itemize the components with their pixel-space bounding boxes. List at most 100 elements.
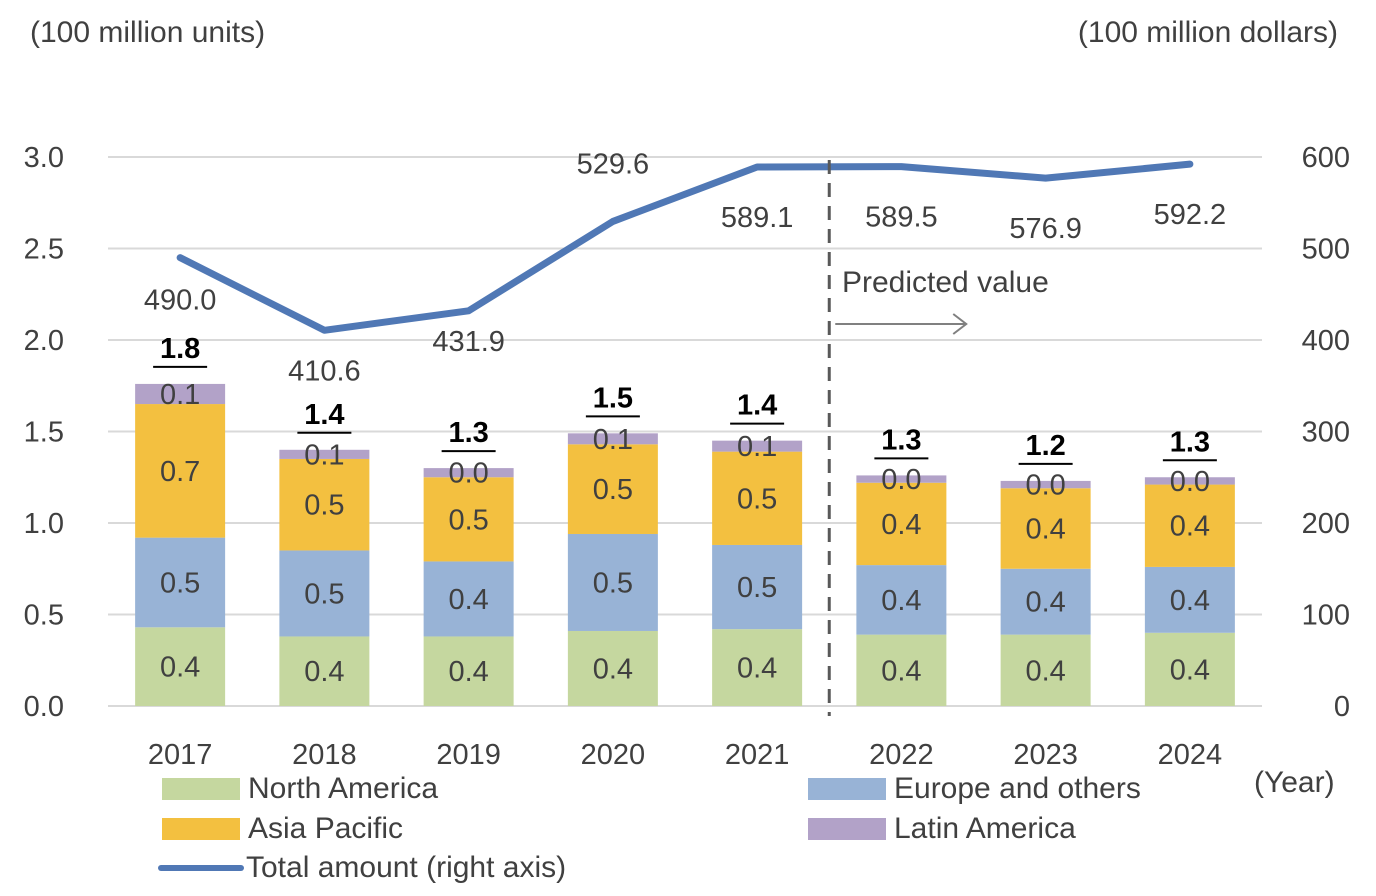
- bar-value-label: 0.0: [881, 464, 921, 496]
- bar-value-label: 0.5: [737, 572, 777, 604]
- bar-segment-latin-america: [856, 475, 947, 483]
- legend-label-north-america: North America: [248, 772, 439, 805]
- bar-value-label: 0.5: [160, 567, 200, 599]
- bar-value-label: 0.4: [881, 655, 921, 687]
- bar-segment-asia-pacific: [712, 451, 803, 545]
- bar-segment-north-america: [279, 636, 370, 706]
- bar-total-label: 1.5: [593, 382, 633, 414]
- bar-value-label: 0.4: [448, 584, 488, 616]
- bar-value-label: 0.4: [1025, 513, 1065, 545]
- bar-segment-latin-america: [1000, 480, 1091, 489]
- x-axis-tick-label: 2021: [725, 739, 790, 771]
- bar-segment-asia-pacific: [567, 444, 658, 534]
- predicted-value-label: Predicted value: [842, 266, 1049, 299]
- bar-segment-latin-america: [135, 383, 226, 405]
- left-axis-tick-label: 3.0: [24, 142, 64, 174]
- x-axis-tick-label: 2018: [292, 739, 357, 771]
- right-axis-tick-label: 100: [1302, 600, 1350, 632]
- bar-segment-north-america: [1000, 634, 1091, 706]
- x-axis-tick-label: 2024: [1158, 739, 1223, 771]
- bar-value-label: 0.5: [304, 578, 344, 610]
- bar-segment-europe: [567, 533, 658, 631]
- bar-total-label: 1.4: [737, 390, 777, 422]
- bar-value-label: 0.7: [160, 456, 200, 488]
- bar-segment-europe: [1144, 566, 1235, 633]
- bar-segment-north-america: [567, 630, 658, 706]
- left-axis-unit-label: (100 million units): [30, 16, 266, 49]
- right-axis-tick-label: 300: [1302, 417, 1350, 449]
- x-axis-tick-label: 2019: [436, 739, 501, 771]
- bar-value-label: 0.5: [737, 483, 777, 515]
- right-axis-tick-label: 600: [1302, 142, 1350, 174]
- left-axis-tick-label: 2.5: [24, 234, 64, 266]
- bar-total-label: 1.8: [160, 333, 200, 365]
- legend-latin-america: Latin America: [808, 812, 1076, 846]
- legend-total: Total amount (right axis): [158, 851, 566, 885]
- legend-swatch-north-america: [162, 778, 240, 800]
- left-axis-tick-label: 2.0: [24, 325, 64, 357]
- legend-swatch-europe: [808, 778, 886, 800]
- x-axis-unit-label: (Year): [1254, 766, 1335, 799]
- right-axis-tick-label: 200: [1302, 508, 1350, 540]
- prediction-arrow-head: [952, 313, 968, 335]
- bar-value-label: 0.4: [881, 585, 921, 617]
- bar-segment-north-america: [1144, 632, 1235, 706]
- bar-segment-asia-pacific: [135, 404, 226, 538]
- bar-value-label: 0.1: [160, 379, 200, 411]
- bar-segment-europe: [279, 550, 370, 637]
- bar-segment-latin-america: [1144, 477, 1235, 485]
- bar-value-label: 0.4: [593, 653, 633, 685]
- bar-segment-europe: [135, 537, 226, 628]
- bar-segment-north-america: [135, 627, 226, 706]
- bar-value-label: 0.4: [1170, 585, 1210, 617]
- left-axis-tick-label: 0.5: [24, 600, 64, 632]
- left-axis-tick-label: 1.0: [24, 508, 64, 540]
- left-axis-tick-label: 0.0: [24, 691, 64, 723]
- x-axis-tick-label: 2022: [869, 739, 934, 771]
- bar-segment-asia-pacific: [856, 482, 947, 566]
- bar-segment-north-america: [712, 629, 803, 706]
- line-value-label: 490.0: [144, 285, 217, 317]
- bar-segment-asia-pacific: [1000, 488, 1091, 569]
- right-axis-tick-label: 400: [1302, 325, 1350, 357]
- right-axis-unit-label: (100 million dollars): [1077, 16, 1338, 49]
- x-axis-tick-label: 2023: [1013, 739, 1078, 771]
- right-axis-tick-label: 500: [1302, 234, 1350, 266]
- bar-segment-europe: [712, 544, 803, 630]
- line-value-label: 589.1: [721, 202, 794, 234]
- bar-segment-europe: [1000, 568, 1091, 635]
- bar-segment-asia-pacific: [1144, 484, 1235, 567]
- line-value-label: 431.9: [432, 326, 505, 358]
- total-amount-line: [176, 160, 1194, 334]
- bar-segment-latin-america: [567, 433, 658, 445]
- bar-total-label: 1.3: [1170, 426, 1210, 458]
- bar-value-label: 0.4: [737, 653, 777, 685]
- line-value-label: 410.6: [288, 355, 361, 387]
- bar-segment-north-america: [856, 634, 947, 706]
- bar-value-label: 0.4: [1025, 655, 1065, 687]
- bar-value-label: 0.4: [1170, 511, 1210, 543]
- left-axis-tick-label: 1.5: [24, 417, 64, 449]
- bar-segment-latin-america: [712, 440, 803, 452]
- legend-label-europe: Europe and others: [894, 772, 1141, 805]
- bar-segment-north-america: [423, 636, 514, 706]
- bar-value-label: 0.0: [448, 458, 488, 490]
- bar-value-label: 0.5: [304, 490, 344, 522]
- line-value-label: 576.9: [1009, 213, 1082, 245]
- bar-value-label: 0.4: [1025, 587, 1065, 619]
- legend-asia-pacific: Asia Pacific: [162, 812, 403, 846]
- bar-value-label: 0.0: [1025, 470, 1065, 502]
- right-axis-tick-label: 0: [1334, 691, 1350, 723]
- legend-swatch-total: [158, 865, 244, 871]
- bar-value-label: 0.5: [593, 474, 633, 506]
- bar-value-label: 0.1: [593, 424, 633, 456]
- bar-value-label: 0.5: [448, 504, 488, 536]
- legend-label-latin-america: Latin America: [894, 812, 1076, 845]
- line-value-label: 592.2: [1154, 199, 1227, 231]
- bar-segment-latin-america: [279, 449, 370, 459]
- bar-value-label: 0.4: [1170, 654, 1210, 686]
- legend-europe: Europe and others: [808, 772, 1141, 806]
- bar-value-label: 0.1: [304, 439, 344, 471]
- bar-total-label: 1.3: [448, 417, 488, 449]
